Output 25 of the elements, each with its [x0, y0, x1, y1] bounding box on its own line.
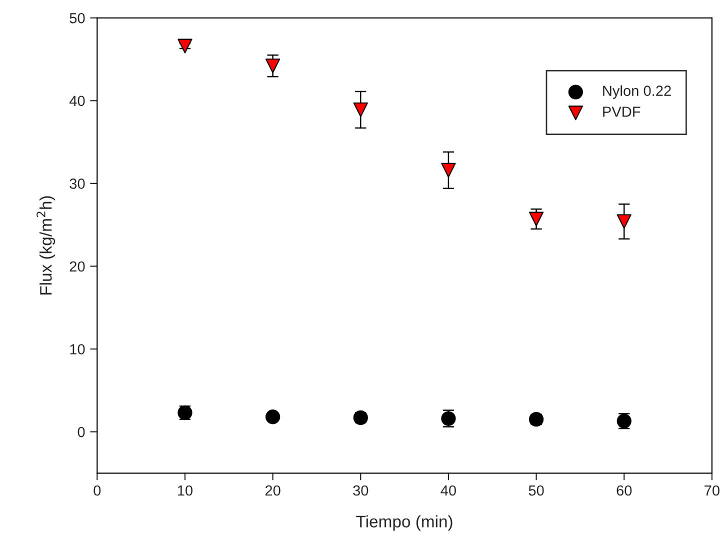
- point: [265, 410, 280, 424]
- legend-label: Nylon 0.22: [603, 85, 671, 99]
- point: [265, 58, 280, 74]
- x-tick-label: 0: [94, 485, 101, 496]
- y-tick-label: 0: [78, 426, 85, 438]
- x-tick-label: 70: [704, 485, 720, 496]
- x-tick-label: 50: [528, 485, 544, 496]
- point: [441, 162, 456, 178]
- x-tick-label: 60: [616, 485, 632, 496]
- y-tick-label: 20: [70, 261, 85, 272]
- x-tick-label: 30: [353, 485, 368, 496]
- point: [616, 214, 632, 229]
- point: [178, 38, 192, 54]
- point: [353, 102, 368, 118]
- point: [528, 212, 544, 226]
- y-tick-label: 50: [70, 12, 85, 24]
- x-tick-label: 40: [440, 485, 456, 496]
- y-tick-label: 40: [69, 96, 85, 106]
- y-axis-title: Flux (kg/m$^{2}$h): [36, 196, 56, 294]
- y-tick-label: 30: [70, 178, 85, 189]
- x-tick-label: 20: [265, 485, 280, 496]
- x-tick-label: 10: [178, 485, 193, 496]
- y-tick-label: 10: [70, 344, 85, 354]
- legend-label: PVDF: [603, 106, 640, 117]
- x-axis-title: Tiempo (min): [356, 515, 452, 531]
